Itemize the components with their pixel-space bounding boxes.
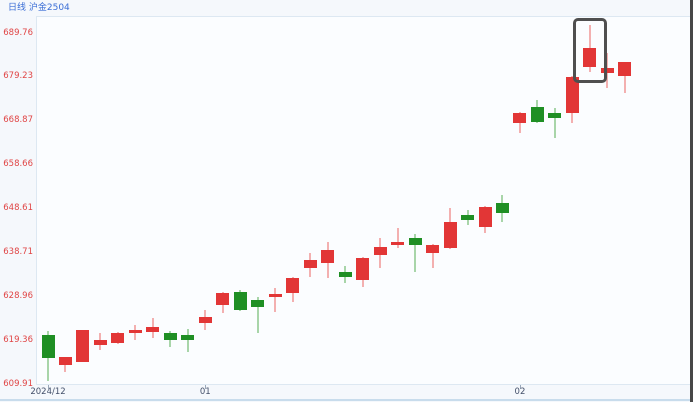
y-axis-label: 648.61	[3, 203, 33, 213]
candle-body-up[interactable]	[321, 250, 335, 264]
candle-body-down[interactable]	[233, 292, 247, 311]
candle-body-down[interactable]	[41, 335, 55, 359]
x-axis-tick	[519, 385, 521, 389]
candle-body-down[interactable]	[163, 333, 177, 341]
y-axis-label: 638.71	[3, 246, 33, 257]
candle-body-down[interactable]	[251, 300, 265, 308]
y-axis-label: 658.66	[3, 159, 33, 170]
candle-body-down[interactable]	[548, 113, 562, 118]
right-edge-bar	[690, 0, 693, 402]
chart-title: 日线 沪金2504	[8, 3, 70, 13]
candle-body-up[interactable]	[356, 258, 370, 281]
candle-body-up[interactable]	[286, 278, 300, 294]
y-axis-label: 619.36	[3, 334, 33, 345]
candle-body-up[interactable]	[583, 48, 597, 68]
candle-body-down[interactable]	[181, 335, 195, 341]
candle-body-up[interactable]	[478, 207, 492, 228]
candle-body-up[interactable]	[76, 330, 90, 363]
y-axis-label: 668.87	[3, 115, 33, 126]
candle-body-up[interactable]	[373, 247, 387, 256]
candle-body-up[interactable]	[58, 357, 72, 366]
plot-area[interactable]	[36, 16, 692, 385]
candle-body-up[interactable]	[216, 293, 230, 306]
candle-body-up[interactable]	[391, 242, 405, 246]
candle-body-up[interactable]	[111, 333, 125, 344]
candle-body-down[interactable]	[408, 238, 422, 246]
candle-body-up[interactable]	[618, 62, 632, 76]
bottom-border	[0, 399, 693, 401]
candle-body-up[interactable]	[146, 327, 160, 333]
candle-body-up[interactable]	[513, 113, 527, 123]
y-axis-label: 689.76	[3, 27, 33, 38]
x-axis-tick	[48, 385, 49, 389]
candle-body-up[interactable]	[303, 260, 317, 269]
y-axis-label: 679.23	[3, 71, 33, 82]
candle-body-up[interactable]	[128, 330, 142, 334]
candle-body-down[interactable]	[338, 272, 352, 278]
candle-body-up[interactable]	[426, 245, 440, 254]
candle-body-up[interactable]	[93, 340, 107, 346]
candle-body-up[interactable]	[443, 222, 457, 249]
y-axis-label: 628.96	[3, 290, 33, 301]
y-axis-label: 609.91	[3, 378, 33, 389]
x-axis-tick	[205, 385, 207, 389]
candle-body-up[interactable]	[565, 76, 579, 113]
candle-body-up[interactable]	[268, 294, 282, 298]
x-axis-label: 2024/12	[30, 387, 66, 397]
candle-body-down[interactable]	[530, 107, 544, 122]
candle-body-down[interactable]	[461, 215, 475, 221]
x-axis-label: 02	[514, 387, 526, 397]
candle-body-up[interactable]	[600, 67, 614, 73]
candle-body-up[interactable]	[198, 317, 212, 324]
candle-body-down[interactable]	[495, 203, 509, 214]
x-axis-label: 01	[199, 387, 211, 397]
